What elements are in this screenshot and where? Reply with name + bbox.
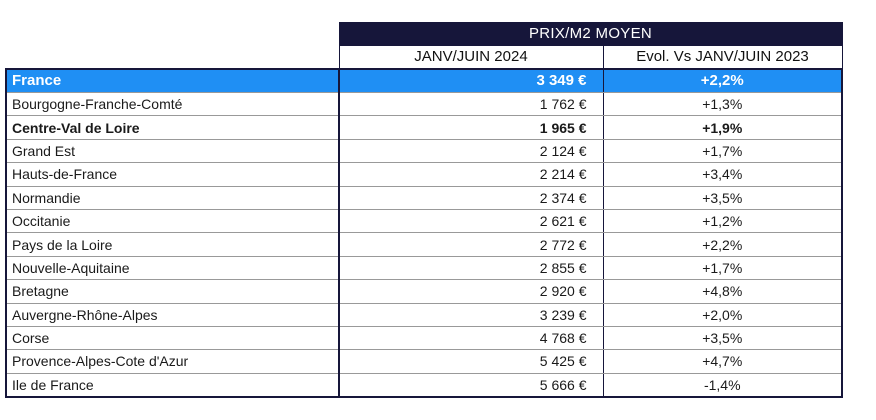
region-name: Bourgogne-Franche-Comté bbox=[5, 92, 339, 117]
price-value: 3 349 € bbox=[338, 68, 604, 93]
price-value: 3 239 € bbox=[338, 303, 604, 327]
evolution-value: +3,5% bbox=[603, 326, 843, 351]
evolution-value: +1,7% bbox=[603, 256, 843, 281]
header-blank bbox=[6, 46, 339, 70]
region-name: Normandie bbox=[5, 186, 339, 210]
table-row: Centre-Val de Loire 1 965 € +1,9% bbox=[5, 115, 843, 140]
price-value: 2 214 € bbox=[338, 162, 604, 187]
table-row: Ile de France 5 666 € -1,4% bbox=[5, 373, 843, 398]
table-row: Nouvelle-Aquitaine 2 855 € +1,7% bbox=[5, 256, 843, 281]
table-row: Grand Est 2 124 € +1,7% bbox=[5, 139, 843, 164]
evolution-value: +2,0% bbox=[603, 303, 843, 327]
evolution-value: +1,9% bbox=[603, 115, 843, 140]
evolution-value: +1,7% bbox=[603, 139, 843, 164]
evolution-value: +3,5% bbox=[603, 186, 843, 210]
price-value: 2 920 € bbox=[338, 279, 604, 304]
region-name: Centre-Val de Loire bbox=[5, 115, 339, 140]
region-name: Hauts-de-France bbox=[5, 162, 339, 187]
column-header-price: JANV/JUIN 2024 bbox=[338, 45, 604, 70]
group-header: PRIX/M2 MOYEN bbox=[338, 22, 843, 46]
region-name: Ile de France bbox=[5, 373, 339, 398]
region-name: Pays de la Loire bbox=[5, 232, 339, 257]
price-value: 2 374 € bbox=[338, 186, 604, 210]
table-row: Auvergne-Rhône-Alpes 3 239 € +2,0% bbox=[5, 303, 843, 327]
evolution-value: -1,4% bbox=[603, 373, 843, 398]
table-row: Bretagne 2 920 € +4,8% bbox=[5, 279, 843, 304]
region-name: Nouvelle-Aquitaine bbox=[5, 256, 339, 281]
header-blank bbox=[6, 23, 339, 46]
table-row: Normandie 2 374 € +3,5% bbox=[5, 186, 843, 210]
table-row: Bourgogne-Franche-Comté 1 762 € +1,3% bbox=[5, 92, 843, 117]
column-header-evol: Evol. Vs JANV/JUIN 2023 bbox=[602, 45, 843, 70]
price-value: 4 768 € bbox=[338, 326, 604, 351]
table-row: France 3 349 € +2,2% bbox=[5, 68, 843, 93]
evolution-value: +2,2% bbox=[603, 68, 843, 93]
region-name: Grand Est bbox=[5, 139, 339, 164]
price-table: PRIX/M2 MOYEN JANV/JUIN 2024 Evol. Vs JA… bbox=[5, 22, 843, 398]
region-name: Corse bbox=[5, 326, 339, 351]
price-value: 2 124 € bbox=[338, 139, 604, 164]
evolution-value: +1,2% bbox=[603, 209, 843, 234]
region-name: Occitanie bbox=[5, 209, 339, 234]
table-row: Corse 4 768 € +3,5% bbox=[5, 326, 843, 351]
region-name: Bretagne bbox=[5, 279, 339, 304]
price-value: 2 855 € bbox=[338, 256, 604, 281]
price-value: 1 965 € bbox=[338, 115, 604, 140]
evolution-value: +1,3% bbox=[603, 92, 843, 117]
price-value: 5 666 € bbox=[338, 373, 604, 398]
region-name: Provence-Alpes-Cote d'Azur bbox=[5, 349, 339, 374]
region-name: Auvergne-Rhône-Alpes bbox=[5, 303, 339, 327]
evolution-value: +4,7% bbox=[603, 349, 843, 374]
table-row: Provence-Alpes-Cote d'Azur 5 425 € +4,7% bbox=[5, 349, 843, 374]
price-value: 5 425 € bbox=[338, 349, 604, 374]
evolution-value: +3,4% bbox=[603, 162, 843, 187]
price-value: 2 772 € bbox=[338, 232, 604, 257]
table-row: Hauts-de-France 2 214 € +3,4% bbox=[5, 162, 843, 187]
region-name: France bbox=[5, 68, 339, 93]
table-row: Occitanie 2 621 € +1,2% bbox=[5, 209, 843, 234]
price-value: 1 762 € bbox=[338, 92, 604, 117]
price-value: 2 621 € bbox=[338, 209, 604, 234]
table-row: Pays de la Loire 2 772 € +2,2% bbox=[5, 232, 843, 257]
evolution-value: +4,8% bbox=[603, 279, 843, 304]
evolution-value: +2,2% bbox=[603, 232, 843, 257]
